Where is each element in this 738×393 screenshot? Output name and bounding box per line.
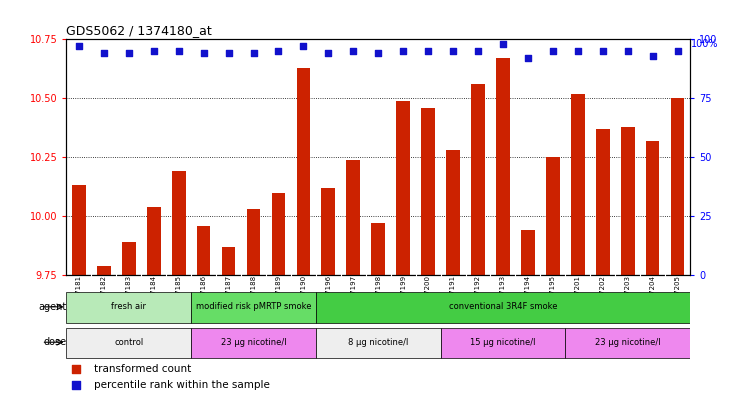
Bar	[246, 209, 261, 275]
Text: 8 μg nicotine/l: 8 μg nicotine/l	[348, 338, 408, 347]
Text: percentile rank within the sample: percentile rank within the sample	[94, 380, 270, 390]
Point	[70, 382, 82, 388]
Point	[447, 48, 459, 54]
Point	[297, 43, 309, 50]
Bar	[191, 292, 316, 323]
Point	[98, 50, 110, 57]
Bar	[172, 171, 185, 275]
Bar	[471, 84, 485, 275]
Bar	[441, 328, 565, 358]
Bar	[371, 223, 385, 275]
Point	[248, 50, 260, 57]
Bar	[316, 328, 441, 358]
Text: 100%: 100%	[692, 39, 719, 49]
Bar	[221, 247, 235, 275]
Point	[572, 48, 584, 54]
Bar	[446, 150, 460, 275]
Point	[472, 48, 484, 54]
Bar	[646, 141, 660, 275]
Text: control: control	[114, 338, 143, 347]
Point	[622, 48, 634, 54]
Text: GDS5062 / 1374180_at: GDS5062 / 1374180_at	[66, 24, 212, 37]
Point	[373, 50, 384, 57]
Bar	[122, 242, 136, 275]
Point	[597, 48, 609, 54]
Text: 23 μg nicotine/l: 23 μg nicotine/l	[221, 338, 286, 347]
Bar	[671, 98, 684, 275]
Bar	[97, 266, 111, 275]
Text: agent: agent	[38, 302, 66, 312]
Point	[123, 50, 135, 57]
Point	[646, 53, 658, 59]
Text: fresh air: fresh air	[111, 302, 146, 311]
Point	[70, 366, 82, 373]
Bar	[421, 108, 435, 275]
Bar	[571, 94, 584, 275]
Text: transformed count: transformed count	[94, 364, 192, 375]
Text: 23 μg nicotine/l: 23 μg nicotine/l	[595, 338, 661, 347]
Point	[422, 48, 434, 54]
Point	[397, 48, 409, 54]
Bar	[191, 328, 316, 358]
Point	[173, 48, 184, 54]
Point	[522, 55, 534, 61]
Bar	[297, 68, 310, 275]
Point	[198, 50, 210, 57]
Bar	[316, 292, 690, 323]
Bar	[565, 328, 690, 358]
Point	[73, 43, 85, 50]
Point	[148, 48, 159, 54]
Bar	[621, 127, 635, 275]
Point	[272, 48, 284, 54]
Bar	[346, 160, 360, 275]
Bar	[521, 230, 535, 275]
Point	[323, 50, 334, 57]
Bar	[396, 101, 410, 275]
Bar	[496, 58, 510, 275]
Bar	[72, 185, 86, 275]
Bar	[272, 193, 286, 275]
Text: conventional 3R4F smoke: conventional 3R4F smoke	[449, 302, 557, 311]
Text: 15 μg nicotine/l: 15 μg nicotine/l	[470, 338, 536, 347]
Point	[223, 50, 235, 57]
Text: dose: dose	[44, 337, 66, 347]
Text: modified risk pMRTP smoke: modified risk pMRTP smoke	[196, 302, 311, 311]
Point	[547, 48, 559, 54]
Bar	[546, 157, 559, 275]
Bar	[66, 328, 191, 358]
Point	[497, 41, 509, 47]
Bar	[197, 226, 210, 275]
Bar	[66, 292, 191, 323]
Point	[672, 48, 683, 54]
Bar	[322, 188, 335, 275]
Bar	[147, 207, 161, 275]
Bar	[596, 129, 610, 275]
Point	[348, 48, 359, 54]
